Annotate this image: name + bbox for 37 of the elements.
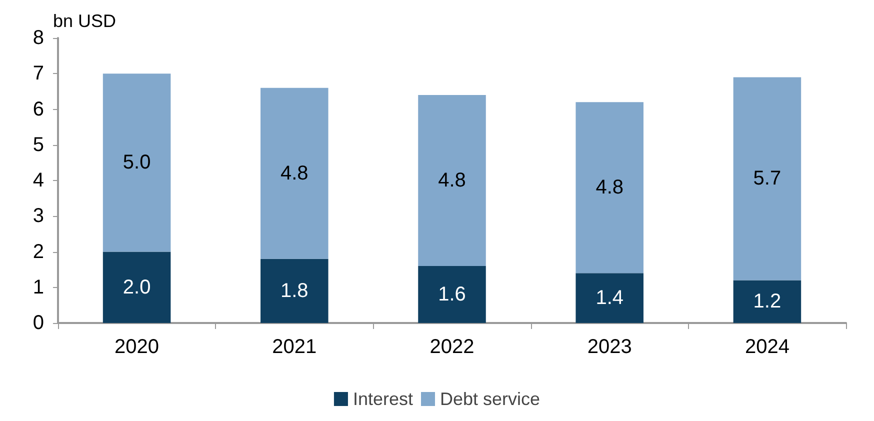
data-label: 4.8 [438, 170, 466, 192]
data-label: 5.7 [753, 168, 782, 190]
data-label: 4.8 [280, 162, 308, 184]
data-label: 1.6 [438, 284, 466, 306]
data-label: 2.0 [122, 276, 151, 298]
bar [102, 252, 171, 323]
bar [418, 95, 486, 266]
bar [418, 266, 486, 323]
y-tick-label: 8 [32, 27, 44, 49]
bar [576, 273, 644, 323]
x-tick-label: 2023 [587, 336, 632, 358]
y-axis-title: bn USD [53, 11, 116, 31]
y-tick-label: 2 [32, 240, 44, 263]
y-tick-label: 5 [32, 134, 44, 156]
legend-label: Debt service [440, 389, 540, 409]
x-tick-label: 2022 [430, 336, 474, 358]
data-label: 1.8 [280, 280, 308, 302]
bar [733, 77, 802, 280]
y-tick-label: 7 [32, 62, 44, 85]
legend-label: Interest [352, 389, 413, 409]
bar [260, 88, 328, 259]
x-tick-label: 2024 [744, 336, 790, 358]
bar [260, 258, 328, 323]
data-label: 5.0 [122, 152, 151, 174]
y-tick-label: 6 [32, 98, 44, 120]
y-tick-label: 0 [32, 312, 44, 334]
y-tick-label: 1 [32, 276, 44, 298]
x-tick-label: 2020 [114, 336, 160, 358]
y-tick-label: 4 [32, 170, 44, 192]
data-label: 1.4 [596, 287, 624, 310]
bar [102, 74, 171, 252]
y-tick-label: 3 [32, 205, 44, 228]
data-label: 1.2 [753, 290, 782, 313]
bar [733, 280, 802, 323]
x-tick-label: 2021 [272, 336, 317, 358]
data-label: 4.8 [596, 176, 624, 199]
bar [576, 102, 644, 274]
